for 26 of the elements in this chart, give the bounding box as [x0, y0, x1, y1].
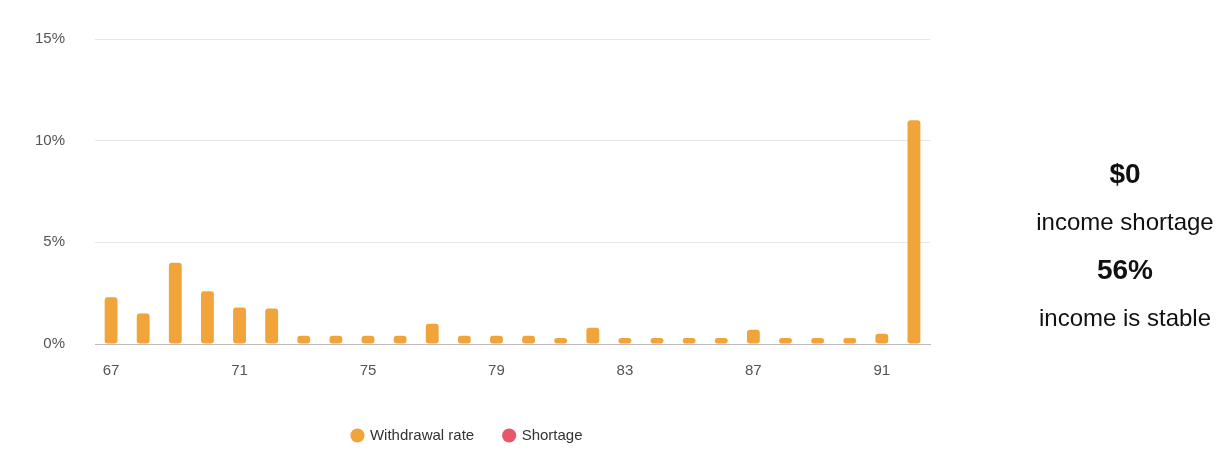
bar — [233, 307, 246, 344]
text: income is stable — [1037, 303, 1213, 333]
bar — [201, 291, 214, 344]
x-tick-label: 71 — [231, 361, 248, 379]
bar — [586, 327, 600, 344]
y-tick-label: 0% — [43, 334, 66, 352]
x-tick-label: 67 — [102, 361, 120, 379]
y-tick-label: 10% — [34, 130, 66, 148]
y-tick-label: 5% — [43, 232, 66, 250]
bar — [168, 262, 182, 344]
legend-label: Shortage — [521, 425, 583, 443]
bar — [907, 120, 921, 344]
x-tick-label: 75 — [359, 361, 377, 379]
x-tick-label: 91 — [873, 361, 891, 379]
x-tick-label: 87 — [745, 361, 762, 379]
text: income shortage — [1035, 207, 1215, 237]
bar — [425, 323, 439, 344]
x-tick-label: 79 — [488, 361, 505, 379]
bar — [136, 313, 150, 344]
bar — [104, 297, 118, 344]
text: $0 — [1108, 157, 1142, 191]
bar — [265, 308, 279, 344]
text: 56% — [1095, 253, 1154, 287]
legend-label: Withdrawal rate — [369, 425, 475, 443]
x-tick-label: 83 — [616, 361, 634, 379]
y-tick-label: 15% — [34, 29, 66, 47]
